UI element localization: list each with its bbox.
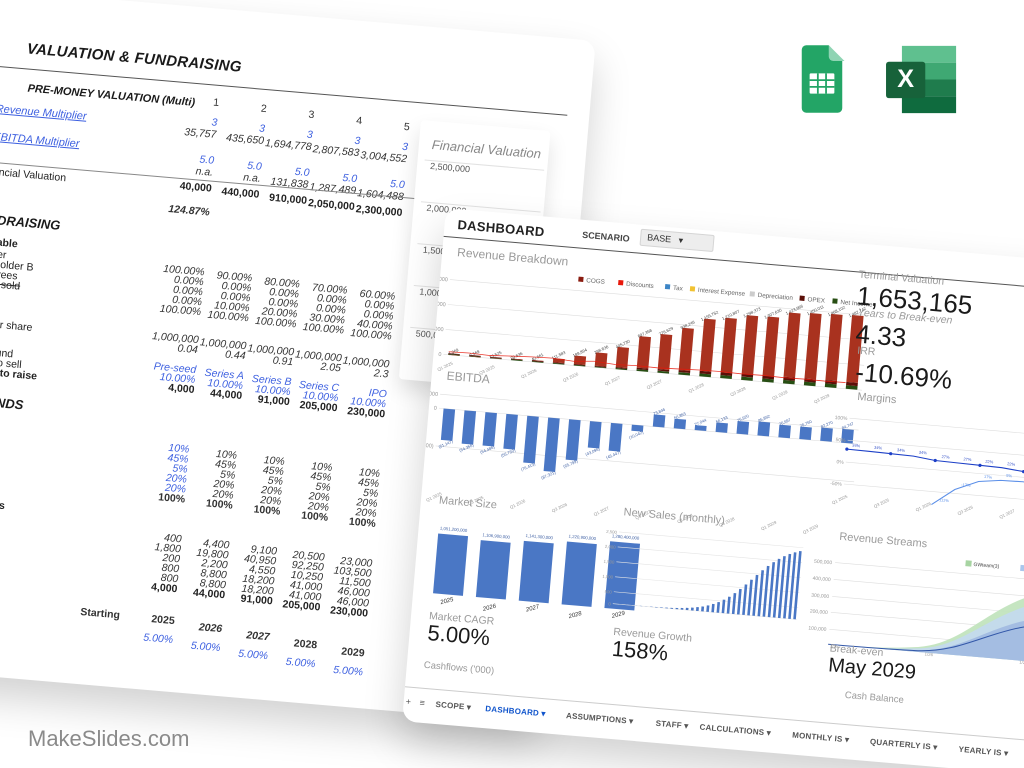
- svg-text:X: X: [897, 65, 914, 93]
- svg-text:27%: 27%: [963, 456, 972, 462]
- svg-text:76,920: 76,920: [736, 413, 750, 423]
- svg-text:2025: 2025: [439, 597, 455, 607]
- svg-text:1/27: 1/27: [1019, 660, 1024, 666]
- svg-text:76,760: 76,760: [799, 419, 813, 429]
- svg-text:5%: 5%: [1006, 473, 1013, 479]
- svg-text:-17%: -17%: [961, 482, 971, 488]
- svg-text:Q1 2026: Q1 2026: [520, 367, 538, 379]
- svg-text:0: 0: [433, 406, 437, 412]
- svg-text:17%: 17%: [984, 474, 993, 480]
- svg-text:1,220,900,000: 1,220,900,000: [568, 534, 596, 541]
- svg-text:27%: 27%: [941, 454, 950, 460]
- svg-text:56,853: 56,853: [673, 411, 687, 421]
- svg-text:Q3 2029: Q3 2029: [802, 523, 820, 535]
- svg-text:50%: 50%: [835, 437, 846, 444]
- svg-text:2027: 2027: [525, 604, 541, 614]
- svg-text:Q3 2025: Q3 2025: [873, 497, 891, 509]
- svg-text:Q3 2026: Q3 2026: [551, 502, 569, 514]
- svg-text:Q1 2029: Q1 2029: [760, 520, 778, 532]
- svg-text:-111%: -111%: [938, 497, 950, 503]
- svg-text:(10,042): (10,042): [628, 429, 645, 440]
- svg-text:34%: 34%: [897, 447, 906, 453]
- svg-text:Interest Expense: Interest Expense: [698, 287, 746, 298]
- svg-text:73,846: 73,846: [652, 406, 666, 416]
- svg-text:1,000: 1,000: [602, 574, 614, 580]
- svg-text:Q3 2028: Q3 2028: [729, 385, 747, 397]
- svg-text:1,141,300,000: 1,141,300,000: [525, 533, 553, 540]
- svg-text:76,697: 76,697: [778, 417, 792, 427]
- svg-text:500,000: 500,000: [814, 559, 833, 567]
- svg-text:0%: 0%: [836, 459, 844, 466]
- svg-text:1,106,900,000: 1,106,900,000: [482, 532, 510, 539]
- svg-text:Q3 2026: Q3 2026: [957, 504, 975, 516]
- svg-text:34%: 34%: [874, 445, 883, 451]
- svg-text:COGS: COGS: [586, 277, 605, 286]
- svg-text:Q3 2029: Q3 2029: [813, 393, 831, 405]
- svg-text:Q3 2027: Q3 2027: [646, 378, 664, 390]
- svg-text:Q3 2026: Q3 2026: [562, 371, 580, 383]
- svg-text:-50%: -50%: [830, 481, 843, 488]
- svg-text:100%: 100%: [834, 415, 848, 422]
- svg-text:2028: 2028: [567, 611, 583, 621]
- svg-text:Tax: Tax: [673, 285, 684, 293]
- svg-text:2026: 2026: [481, 603, 497, 613]
- svg-text:1,500: 1,500: [603, 559, 615, 565]
- svg-text:GWteam(3): GWteam(3): [973, 562, 1000, 570]
- svg-text:(87,321): (87,321): [540, 470, 557, 481]
- svg-text:200,000: 200,000: [810, 609, 829, 617]
- svg-text:27,044: 27,044: [694, 417, 708, 427]
- svg-text:0: 0: [438, 352, 442, 358]
- svg-text:Discounts: Discounts: [626, 281, 654, 290]
- svg-text:1,051,200,000: 1,051,200,000: [440, 526, 468, 533]
- svg-text:(45,447): (45,447): [605, 449, 622, 460]
- svg-text:1/26: 1/26: [924, 652, 933, 658]
- svg-text:2,500: 2,500: [606, 529, 618, 535]
- svg-text:100,000: 100,000: [808, 625, 827, 633]
- svg-text:Q1 2029: Q1 2029: [771, 389, 789, 401]
- svg-text:Q1 2026: Q1 2026: [509, 498, 527, 510]
- svg-text:85,892: 85,892: [757, 413, 771, 423]
- svg-text:34%: 34%: [852, 443, 861, 449]
- svg-text:OPEX: OPEX: [807, 296, 826, 305]
- svg-text:300,000: 300,000: [811, 593, 830, 601]
- svg-text:Q1 2027: Q1 2027: [998, 508, 1016, 520]
- svg-text:Depreciation: Depreciation: [757, 292, 793, 302]
- svg-text:22%: 22%: [1007, 461, 1016, 467]
- svg-text:56,133: 56,133: [715, 414, 729, 424]
- svg-text:34%: 34%: [919, 450, 928, 456]
- svg-text:400,000: 400,000: [812, 576, 831, 584]
- svg-text:(54,356): (54,356): [458, 442, 475, 453]
- svg-text:Q1 2028: Q1 2028: [688, 382, 706, 394]
- svg-text:Q1 2026: Q1 2026: [915, 501, 933, 513]
- svg-text:22%: 22%: [985, 459, 994, 465]
- svg-text:Q1 2027: Q1 2027: [604, 375, 622, 387]
- svg-text:500: 500: [604, 589, 612, 595]
- svg-text:Q1 2027: Q1 2027: [593, 505, 611, 517]
- svg-text:2,000: 2,000: [605, 544, 617, 550]
